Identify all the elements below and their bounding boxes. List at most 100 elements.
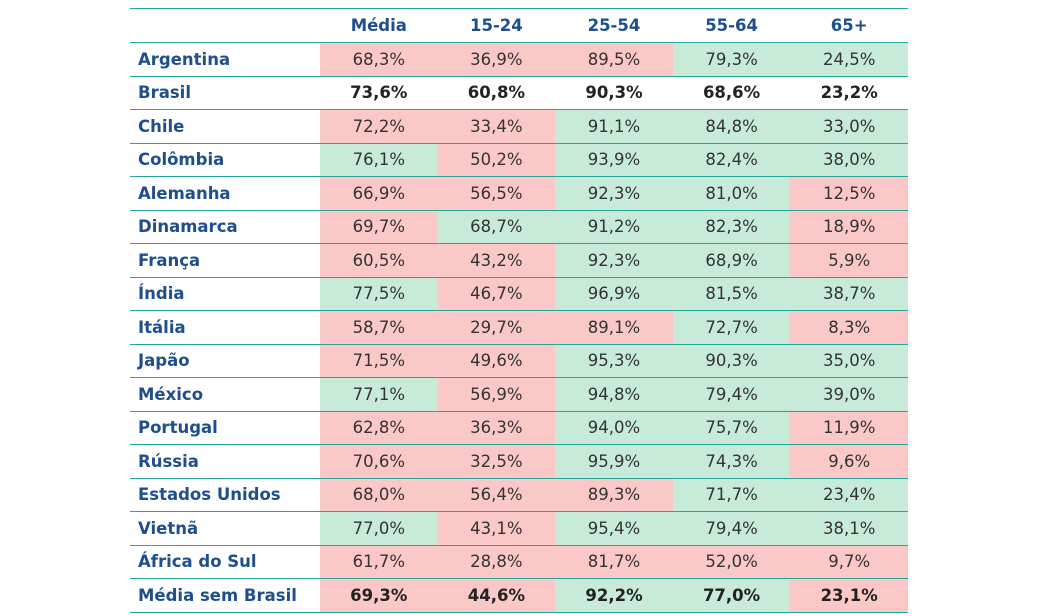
- column-header: Média: [320, 8, 438, 43]
- value-cell: 24,5%: [790, 42, 908, 77]
- value-cell: 84,8%: [672, 109, 791, 144]
- country-label: Chile: [130, 109, 320, 144]
- value-cell: 95,4%: [555, 511, 673, 546]
- value-cell: 5,9%: [790, 243, 908, 278]
- value-cell: 9,6%: [790, 444, 908, 479]
- table-row: Dinamarca 69,7% 68,7% 91,2% 82,3% 18,9%: [130, 210, 908, 244]
- value-cell: 68,0%: [320, 478, 438, 512]
- table-row: Vietnã 77,0% 43,1% 95,4% 79,4% 38,1%: [130, 511, 908, 546]
- value-cell: 60,8%: [437, 76, 556, 110]
- value-cell: 50,2%: [437, 143, 556, 177]
- value-cell: 28,8%: [437, 545, 556, 579]
- country-label: Índia: [130, 277, 320, 311]
- value-cell: 44,6%: [437, 578, 556, 613]
- value-cell: 77,5%: [320, 277, 438, 311]
- value-cell: 43,1%: [437, 511, 556, 546]
- country-label: Brasil: [130, 76, 320, 110]
- value-cell: 71,5%: [320, 344, 438, 378]
- table-row: Alemanha 66,9% 56,5% 92,3% 81,0% 12,5%: [130, 176, 908, 211]
- value-cell: 62,8%: [320, 411, 438, 445]
- value-cell: 46,7%: [437, 277, 556, 311]
- table-row: Japão 71,5% 49,6% 95,3% 90,3% 35,0%: [130, 344, 908, 378]
- value-cell: 94,0%: [555, 411, 673, 445]
- value-cell: 96,9%: [555, 277, 673, 311]
- country-label: Japão: [130, 344, 320, 378]
- value-cell: 72,7%: [672, 310, 791, 345]
- value-cell: 68,6%: [672, 76, 791, 110]
- value-cell: 82,4%: [672, 143, 791, 177]
- value-cell: 82,3%: [672, 210, 791, 244]
- value-cell: 56,5%: [437, 176, 556, 211]
- column-header: 25-54: [555, 8, 673, 43]
- value-cell: 32,5%: [437, 444, 556, 479]
- value-cell: 81,0%: [672, 176, 791, 211]
- table-row: Brasil 73,6% 60,8% 90,3% 68,6% 23,2%: [130, 76, 908, 110]
- value-cell: 92,3%: [555, 176, 673, 211]
- value-cell: 56,9%: [437, 377, 556, 412]
- value-cell: 93,9%: [555, 143, 673, 177]
- value-cell: 38,0%: [790, 143, 908, 177]
- column-header: 15-24: [437, 8, 556, 43]
- table-row: África do Sul 61,7% 28,8% 81,7% 52,0% 9,7%: [130, 545, 908, 579]
- value-cell: 49,6%: [437, 344, 556, 378]
- value-cell: 36,9%: [437, 42, 556, 77]
- country-label: Vietnã: [130, 511, 320, 546]
- country-label: Itália: [130, 310, 320, 345]
- value-cell: 29,7%: [437, 310, 556, 345]
- value-cell: 60,5%: [320, 243, 438, 278]
- employment-rate-table: Média 15-24 25-54 55-64 65+ Argentina 68,…: [130, 8, 908, 613]
- value-cell: 92,3%: [555, 243, 673, 278]
- table-row: Argentina 68,3% 36,9% 89,5% 79,3% 24,5%: [130, 42, 908, 77]
- column-header: 65+: [790, 8, 908, 43]
- value-cell: 8,3%: [790, 310, 908, 345]
- value-cell: 38,7%: [790, 277, 908, 311]
- value-cell: 69,7%: [320, 210, 438, 244]
- column-header: 55-64: [672, 8, 791, 43]
- value-cell: 77,1%: [320, 377, 438, 412]
- value-cell: 81,7%: [555, 545, 673, 579]
- value-cell: 58,7%: [320, 310, 438, 345]
- country-label: Alemanha: [130, 176, 320, 211]
- value-cell: 79,4%: [672, 511, 791, 546]
- value-cell: 69,3%: [320, 578, 438, 613]
- value-cell: 75,7%: [672, 411, 791, 445]
- country-label: Colômbia: [130, 143, 320, 177]
- value-cell: 90,3%: [672, 344, 791, 378]
- value-cell: 95,3%: [555, 344, 673, 378]
- value-cell: 94,8%: [555, 377, 673, 412]
- value-cell: 72,2%: [320, 109, 438, 144]
- value-cell: 90,3%: [555, 76, 673, 110]
- table-row: França 60,5% 43,2% 92,3% 68,9% 5,9%: [130, 243, 908, 278]
- value-cell: 52,0%: [672, 545, 791, 579]
- country-label: Portugal: [130, 411, 320, 445]
- value-cell: 23,4%: [790, 478, 908, 512]
- table-row: Estados Unidos 68,0% 56,4% 89,3% 71,7% 23,4%: [130, 478, 908, 512]
- table-row: Itália 58,7% 29,7% 89,1% 72,7% 8,3%: [130, 310, 908, 345]
- value-cell: 18,9%: [790, 210, 908, 244]
- value-cell: 38,1%: [790, 511, 908, 546]
- table-body: Argentina 68,3% 36,9% 89,5% 79,3% 24,5% Brasil…: [130, 42, 908, 613]
- table-row: Colômbia 76,1% 50,2% 93,9% 82,4% 38,0%: [130, 143, 908, 177]
- value-cell: 91,1%: [555, 109, 673, 144]
- value-cell: 95,9%: [555, 444, 673, 479]
- table-row: México 77,1% 56,9% 94,8% 79,4% 39,0%: [130, 377, 908, 412]
- header-row: Média 15-24 25-54 55-64 65+: [130, 8, 908, 43]
- value-cell: 77,0%: [672, 578, 791, 613]
- value-cell: 89,3%: [555, 478, 673, 512]
- country-label: Dinamarca: [130, 210, 320, 244]
- value-cell: 36,3%: [437, 411, 556, 445]
- value-cell: 66,9%: [320, 176, 438, 211]
- value-cell: 35,0%: [790, 344, 908, 378]
- value-cell: 12,5%: [790, 176, 908, 211]
- value-cell: 79,3%: [672, 42, 791, 77]
- value-cell: 11,9%: [790, 411, 908, 445]
- value-cell: 74,3%: [672, 444, 791, 479]
- value-cell: 89,5%: [555, 42, 673, 77]
- value-cell: 23,1%: [790, 578, 908, 613]
- table-row: Rússia 70,6% 32,5% 95,9% 74,3% 9,6%: [130, 444, 908, 479]
- value-cell: 61,7%: [320, 545, 438, 579]
- country-label: África do Sul: [130, 545, 320, 579]
- value-cell: 92,2%: [555, 578, 673, 613]
- value-cell: 79,4%: [672, 377, 791, 412]
- table-row: Chile 72,2% 33,4% 91,1% 84,8% 33,0%: [130, 109, 908, 144]
